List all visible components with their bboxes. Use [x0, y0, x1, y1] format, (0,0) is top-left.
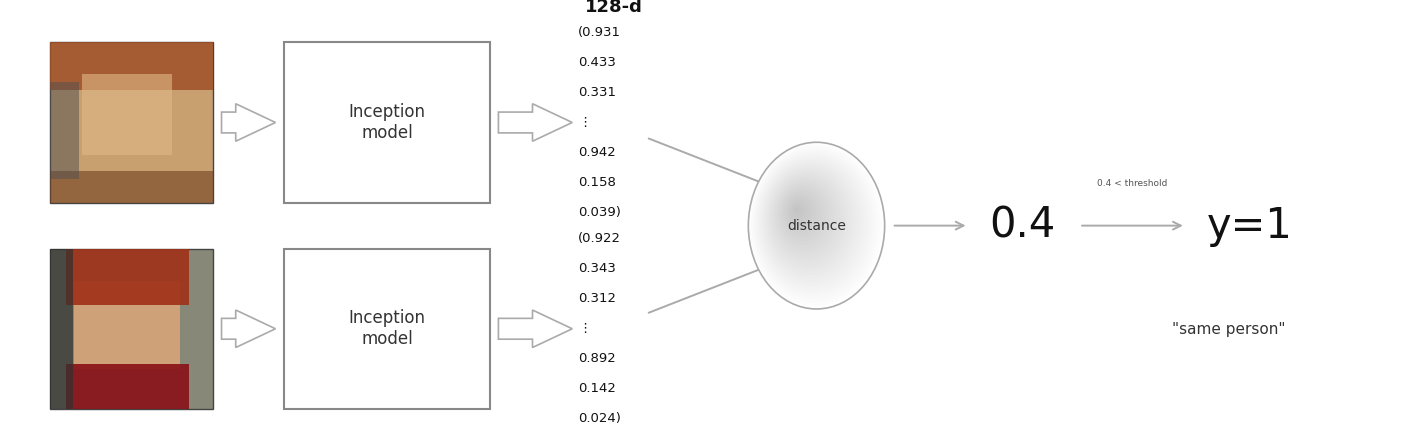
- Ellipse shape: [760, 158, 863, 285]
- Ellipse shape: [751, 147, 879, 302]
- Text: 0.312: 0.312: [578, 292, 616, 305]
- Ellipse shape: [748, 142, 885, 309]
- Ellipse shape: [785, 194, 816, 231]
- Bar: [50, 82, 80, 179]
- Polygon shape: [498, 104, 572, 141]
- Bar: [284, 249, 490, 409]
- Bar: [50, 42, 213, 90]
- Text: 0.142: 0.142: [578, 382, 616, 395]
- Ellipse shape: [764, 165, 855, 275]
- Text: 0.024): 0.024): [578, 412, 621, 425]
- Text: ⋮: ⋮: [578, 116, 591, 129]
- Ellipse shape: [794, 205, 801, 214]
- Ellipse shape: [792, 203, 804, 218]
- Bar: [284, 42, 490, 203]
- Ellipse shape: [780, 185, 828, 245]
- Text: Inception
model: Inception model: [348, 309, 426, 348]
- Ellipse shape: [750, 145, 882, 306]
- Polygon shape: [498, 310, 572, 348]
- Text: (0.931: (0.931: [578, 26, 621, 39]
- Ellipse shape: [772, 176, 839, 258]
- Ellipse shape: [782, 190, 822, 238]
- Text: Inception
model: Inception model: [348, 103, 426, 142]
- Ellipse shape: [768, 169, 849, 268]
- Bar: [74, 281, 180, 369]
- Ellipse shape: [791, 201, 807, 221]
- Text: 0.4 < threshold: 0.4 < threshold: [1098, 179, 1167, 188]
- Text: 0.4: 0.4: [990, 204, 1055, 247]
- Text: 0.158: 0.158: [578, 176, 616, 189]
- Bar: [67, 249, 189, 305]
- Bar: [50, 249, 72, 409]
- Text: 0.039): 0.039): [578, 206, 621, 219]
- Ellipse shape: [781, 187, 825, 241]
- Text: distance: distance: [787, 219, 846, 233]
- Text: 128-d: 128-d: [585, 0, 642, 16]
- Ellipse shape: [788, 199, 809, 224]
- Polygon shape: [222, 310, 275, 348]
- Ellipse shape: [753, 149, 876, 299]
- Ellipse shape: [770, 171, 846, 265]
- Ellipse shape: [774, 178, 836, 255]
- Bar: [50, 171, 213, 203]
- Ellipse shape: [765, 167, 852, 272]
- Polygon shape: [222, 104, 275, 141]
- Text: "same person": "same person": [1172, 322, 1285, 337]
- Text: y=1: y=1: [1207, 204, 1292, 247]
- Text: 0.892: 0.892: [578, 352, 616, 365]
- Text: 0.942: 0.942: [578, 146, 616, 159]
- Text: 0.343: 0.343: [578, 262, 616, 275]
- Bar: [67, 364, 189, 409]
- Ellipse shape: [777, 183, 831, 248]
- Bar: [50, 42, 213, 203]
- Bar: [50, 249, 213, 409]
- Bar: [82, 74, 172, 155]
- Ellipse shape: [775, 181, 834, 252]
- Ellipse shape: [763, 163, 858, 279]
- Text: 0.331: 0.331: [578, 86, 616, 99]
- Ellipse shape: [784, 192, 819, 235]
- Ellipse shape: [795, 207, 798, 211]
- Ellipse shape: [771, 174, 842, 262]
- Ellipse shape: [757, 154, 869, 292]
- Ellipse shape: [758, 156, 866, 289]
- Ellipse shape: [755, 151, 873, 296]
- Text: (0.922: (0.922: [578, 232, 621, 245]
- Ellipse shape: [787, 196, 812, 228]
- Text: 0.433: 0.433: [578, 56, 616, 69]
- Ellipse shape: [761, 160, 861, 282]
- Text: ⋮: ⋮: [578, 322, 591, 335]
